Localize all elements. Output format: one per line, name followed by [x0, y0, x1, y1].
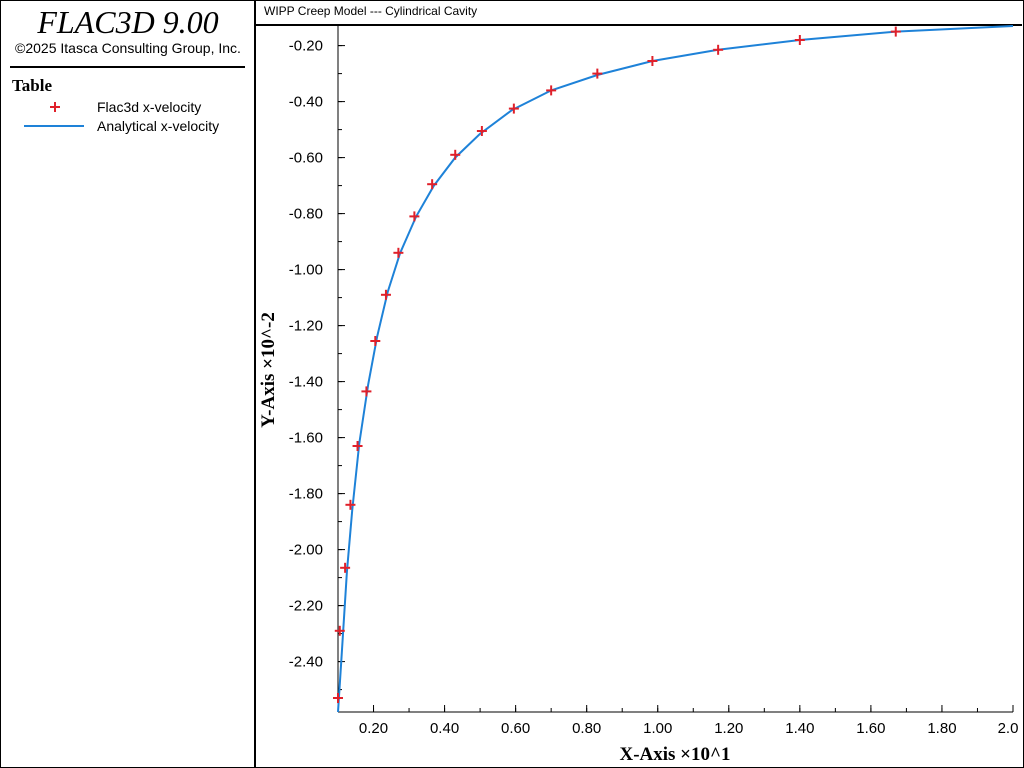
y-tick-label: -1.40 [289, 374, 323, 391]
flac3d-data-point [890, 26, 901, 37]
copyright-text: ©2025 Itasca Consulting Group, Inc. [15, 40, 241, 56]
flac3d-data-point [647, 56, 658, 66]
legend-item-flac3d: Flac3d x-velocity [18, 98, 248, 116]
legend-label: Analytical x-velocity [97, 118, 220, 134]
x-tick-label: 1.00 [643, 720, 672, 737]
y-tick-label: -0.40 [289, 94, 323, 111]
y-tick-label: -1.00 [289, 262, 323, 279]
flac3d-data-point [370, 336, 381, 346]
flac3d-data-point [713, 44, 724, 55]
flac3d-data-point [361, 386, 372, 397]
flac3d-data-point [380, 289, 391, 300]
flac3d-data-point [333, 693, 343, 703]
y-tick-label: -1.20 [289, 318, 323, 335]
x-axis-label: X-Axis ×10^1 [619, 744, 730, 765]
flac3d-data-point [450, 149, 461, 160]
x-tick-label: 2.0 [998, 720, 1019, 737]
flac3d-data-point [592, 68, 603, 79]
plot-header: WIPP Creep Model --- Cylindrical Cavity [256, 0, 1022, 26]
title-divider [10, 66, 245, 68]
y-tick-label: -1.80 [289, 486, 323, 503]
y-tick-label: -2.40 [289, 654, 323, 671]
flac3d-data-point [393, 247, 404, 258]
x-tick-label: 1.80 [927, 720, 956, 737]
legend-item-analytical: Analytical x-velocity [18, 117, 248, 135]
x-tick-label: 1.60 [856, 720, 885, 737]
x-tick-label: 0.60 [501, 720, 530, 737]
y-tick-label: -2.00 [289, 542, 323, 559]
x-tick-label: 0.20 [359, 720, 388, 737]
flac3d-data-point [427, 179, 438, 190]
flac3d-data-point [334, 625, 345, 636]
x-tick-label: 0.80 [572, 720, 601, 737]
plus-marker-icon [50, 102, 60, 112]
flac3d-data-point [508, 103, 519, 114]
flac3d-data-point [352, 441, 363, 451]
flac3d-data-point [340, 562, 351, 573]
legend-label: Flac3d x-velocity [97, 99, 202, 115]
line-swatch-icon [24, 125, 84, 127]
flac3d-data-point [409, 211, 420, 222]
plot-title: WIPP Creep Model --- Cylindrical Cavity [264, 4, 478, 18]
legend-title: Table [12, 76, 53, 95]
flac3d-data-point [476, 126, 487, 136]
x-tick-label: 1.40 [785, 720, 814, 737]
y-tick-label: -1.60 [289, 430, 323, 447]
flac3d-data-point [345, 499, 356, 510]
analytical-series-line [337, 25, 1014, 713]
y-axis-label: Y-Axis ×10^-2 [258, 312, 279, 428]
x-tick-label: 0.40 [430, 720, 459, 737]
flac3d-data-point [794, 35, 805, 45]
y-tick-label: -0.20 [289, 38, 323, 55]
y-tick-label: -0.80 [289, 206, 323, 223]
y-tick-label: -2.20 [289, 598, 323, 615]
flac3d-data-point [546, 85, 557, 96]
legend-panel: FLAC3D 9.00 ©2025 Itasca Consulting Grou… [0, 0, 256, 768]
x-tick-label: 1.20 [714, 720, 743, 737]
app-title: FLAC3D 9.00 [37, 4, 219, 40]
y-tick-label: -0.60 [289, 150, 323, 167]
